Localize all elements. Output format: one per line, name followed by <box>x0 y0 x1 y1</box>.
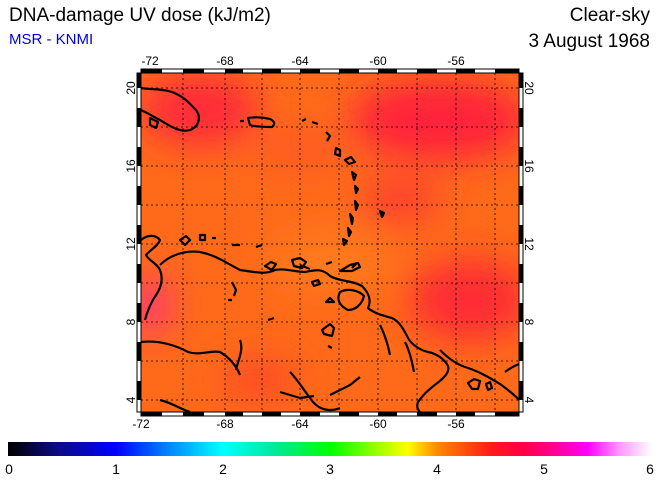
color-scale-label: 1 <box>112 461 120 477</box>
lat-tick-right: 20 <box>522 81 536 95</box>
sky-condition-label: Clear-sky <box>569 5 650 26</box>
lat-tick-left: 16 <box>124 159 138 173</box>
lon-tick-top: -72 <box>141 54 159 68</box>
color-scale-bar <box>8 442 652 456</box>
lon-tick-bottom: -60 <box>369 417 387 431</box>
graticule <box>141 73 519 412</box>
lat-tick-left: 4 <box>124 396 138 403</box>
lat-tick-left: 8 <box>124 318 138 325</box>
lon-tick-bottom: -56 <box>447 417 465 431</box>
lon-tick-top: -64 <box>291 54 309 68</box>
lon-tick-top: -60 <box>369 54 387 68</box>
lat-tick-right: 16 <box>522 159 536 173</box>
coastlines <box>141 86 519 412</box>
color-scale-label: 5 <box>540 461 548 477</box>
lat-tick-right: 8 <box>522 319 536 326</box>
lat-tick-right: 4 <box>522 397 536 404</box>
color-scale-label: 4 <box>433 461 441 477</box>
map-frame <box>136 68 524 417</box>
lon-tick-bottom: -68 <box>216 417 234 431</box>
map-date: 3 August 1968 <box>528 31 651 52</box>
lon-tick-bottom: -72 <box>132 417 150 431</box>
color-scale-label: 3 <box>326 461 334 477</box>
data-source-label: MSR - KNMI <box>9 31 94 48</box>
color-scale-label: 2 <box>219 461 227 477</box>
lat-tick-left: 20 <box>124 81 138 95</box>
lon-tick-top: -56 <box>447 54 465 68</box>
lon-ticks-top: -72 -68 -64 -60 -56 <box>141 54 465 68</box>
map-title: DNA-damage UV dose (kJ/m2) <box>9 5 271 26</box>
color-scale-label: 0 <box>5 461 13 477</box>
lat-tick-left: 12 <box>124 237 138 251</box>
lat-ticks-right: 20 16 12 8 4 <box>522 81 536 403</box>
lon-ticks-bottom: -72 -68 -64 -60 -56 <box>132 417 465 431</box>
lon-tick-bottom: -64 <box>291 417 309 431</box>
uv-dose-map: -72 -68 -64 -60 -56 -72 -68 -64 -60 -56 … <box>124 54 536 431</box>
lat-ticks-left: 20 16 12 8 4 <box>124 81 138 403</box>
lon-tick-top: -68 <box>216 54 234 68</box>
dose-field <box>141 73 519 412</box>
color-scale-label: 6 <box>646 461 654 477</box>
lat-tick-right: 12 <box>522 237 536 251</box>
